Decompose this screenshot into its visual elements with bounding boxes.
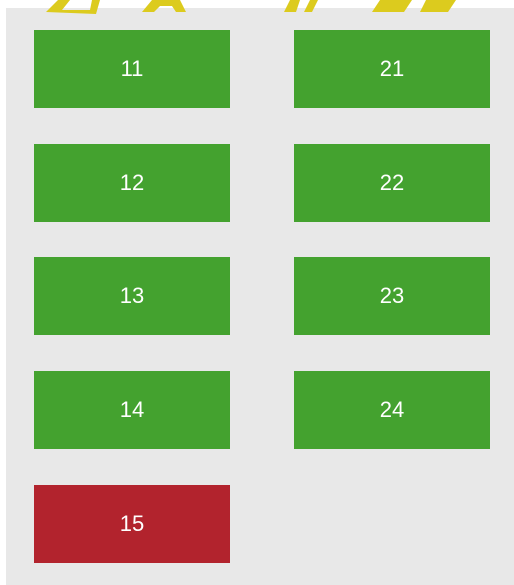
grid-button[interactable]: 24 (294, 371, 490, 449)
header-shape (142, 0, 186, 12)
grid-button[interactable]: 11 (34, 30, 230, 108)
button-label: 11 (121, 56, 144, 82)
grid-button[interactable]: 23 (294, 257, 490, 335)
grid-button[interactable]: 12 (34, 144, 230, 222)
button-label: 15 (120, 511, 144, 537)
grid-button[interactable]: 14 (34, 371, 230, 449)
header-shape (372, 0, 456, 12)
button-label: 22 (380, 170, 404, 196)
button-label: 21 (380, 56, 404, 82)
header-shape (284, 0, 318, 12)
page: 11 12 13 14 15 21 22 23 24 (0, 0, 514, 585)
header-art (0, 0, 514, 20)
grid-button[interactable]: 21 (294, 30, 490, 108)
grid-button[interactable]: 13 (34, 257, 230, 335)
button-label: 14 (120, 397, 144, 423)
button-label: 23 (380, 283, 404, 309)
button-label: 13 (120, 283, 144, 309)
header-shape (46, 0, 100, 14)
button-label: 12 (120, 170, 144, 196)
button-label: 24 (380, 397, 404, 423)
grid-button[interactable]: 15 (34, 485, 230, 563)
grid-button[interactable]: 22 (294, 144, 490, 222)
